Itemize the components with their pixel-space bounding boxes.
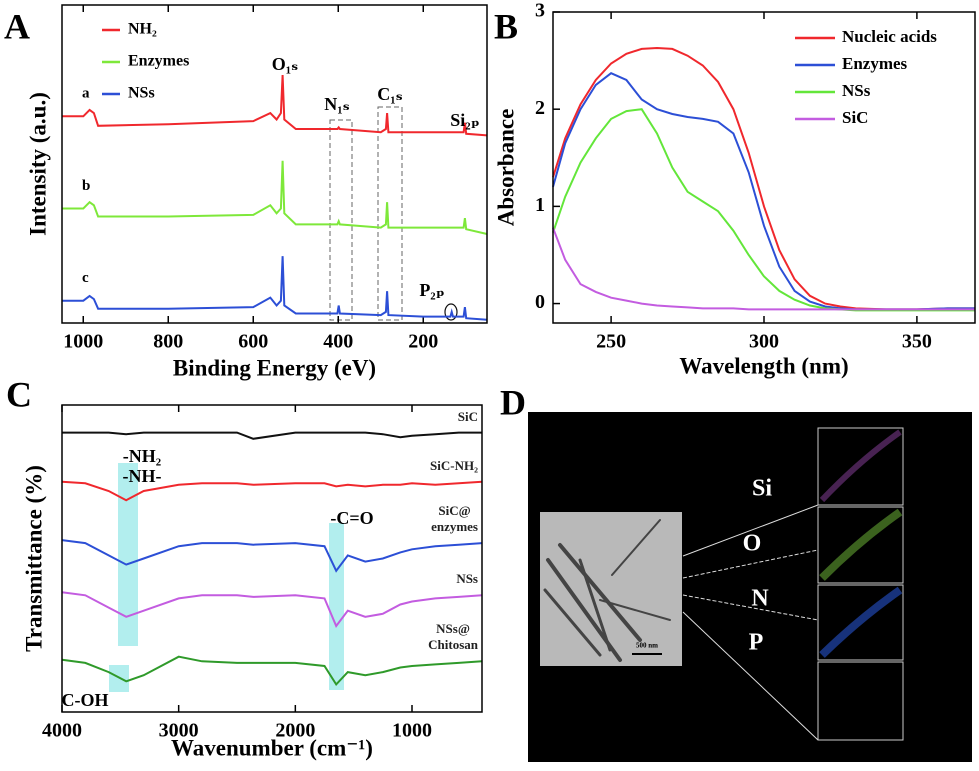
x-tick-label: 350: [902, 331, 932, 353]
x-tick-label: 1000: [63, 331, 103, 353]
y-axis-title: Absorbance: [493, 109, 518, 227]
curve-label: a: [82, 86, 90, 102]
x-tick-label: 600: [238, 331, 268, 353]
x-tick-label: 1000: [392, 720, 432, 742]
annotation: O₁ₛ: [272, 54, 299, 74]
si-map: [819, 429, 902, 503]
legend-label: NSs: [128, 85, 155, 102]
annotation: N₁ₛ: [324, 94, 350, 114]
annotation: Si₂ₚ: [450, 110, 479, 130]
series-line: [62, 160, 488, 235]
series-line: [61, 539, 483, 573]
annotation: -NH-: [123, 466, 162, 486]
annotation: P₂ₚ: [419, 280, 444, 300]
series-line: [552, 72, 975, 311]
series-line: [552, 46, 975, 311]
c1s-box: [377, 106, 403, 321]
legend-label: Enzymes: [128, 53, 189, 70]
n-map: [819, 586, 903, 658]
series-label: SiC@ enzymes: [431, 503, 478, 535]
annotation: -NH₂: [123, 446, 161, 466]
y-axis-title: Intensity (a.u.): [25, 92, 50, 236]
legend-label: NSs: [842, 81, 871, 100]
annotation: -C=O: [330, 508, 373, 528]
plot-frame: [552, 11, 976, 324]
series-line: [61, 591, 483, 628]
x-tick-label: 200: [408, 331, 438, 353]
plot-frame: [61, 404, 483, 713]
x-tick-label: 2000: [275, 720, 315, 742]
annotation: C₁ₛ: [377, 84, 403, 104]
x-tick-label: 800: [153, 331, 183, 353]
panel-d: D 500 nm Si O N P: [500, 382, 972, 762]
x-axis-title: Binding Energy (eV): [173, 355, 376, 380]
scale-label: 500 nm: [636, 642, 658, 650]
tem-image: [540, 512, 682, 666]
series-line: [552, 227, 975, 311]
series-label: NSs@ Chitosan: [428, 621, 478, 653]
legend-label: SiC: [842, 108, 868, 127]
panel-letter: A: [4, 6, 30, 46]
element-label: P: [749, 630, 764, 656]
series-line: [62, 256, 488, 321]
series-line: [62, 431, 482, 440]
annotation: C-OH: [62, 690, 109, 710]
x-axis-title: Wavelength (nm): [679, 353, 848, 378]
element-label: N: [751, 586, 769, 612]
x-tick-label: 4000: [42, 720, 82, 742]
panel-letter: C: [6, 374, 32, 414]
x-tick-label: 3000: [159, 720, 199, 742]
co-band: [329, 523, 344, 690]
legend-label: NH₂: [128, 21, 157, 38]
connector-lines: [682, 504, 819, 741]
element-label: Si: [752, 476, 772, 502]
y-tick-label: 1: [535, 194, 545, 216]
curve-label: b: [82, 178, 90, 194]
legend-label: Nucleic acids: [842, 27, 937, 46]
tem-rods: [543, 519, 671, 662]
series-line: [61, 655, 483, 687]
y-tick-label: 3: [535, 0, 545, 22]
series-label: SiC: [457, 408, 478, 424]
series-label: NSs: [456, 571, 478, 587]
x-tick-label: 400: [323, 331, 353, 353]
plot-frame: [61, 4, 488, 324]
series-line: [61, 480, 483, 502]
element-label: O: [743, 531, 762, 557]
series-line: [552, 108, 975, 312]
p2p-circle: [444, 303, 458, 321]
y-tick-label: 2: [535, 97, 545, 119]
n1s-box: [329, 119, 353, 321]
legend-label: Enzymes: [842, 54, 908, 73]
x-tick-label: 300: [749, 331, 779, 353]
series-label: SiC-NH₂: [430, 457, 478, 473]
scale-bar: [632, 653, 662, 655]
series-line: [62, 74, 488, 137]
y-axis-title: Transmittance (%): [21, 465, 46, 652]
curve-label: c: [82, 270, 89, 286]
panel-letter: B: [494, 6, 518, 46]
panel-letter: D: [500, 382, 526, 422]
x-axis-title: Wavenumber (cm⁻¹): [171, 735, 373, 760]
y-tick-label: 0: [535, 291, 545, 313]
o-map: [819, 508, 903, 581]
nh-band: [118, 463, 138, 646]
x-tick-label: 250: [596, 331, 626, 353]
